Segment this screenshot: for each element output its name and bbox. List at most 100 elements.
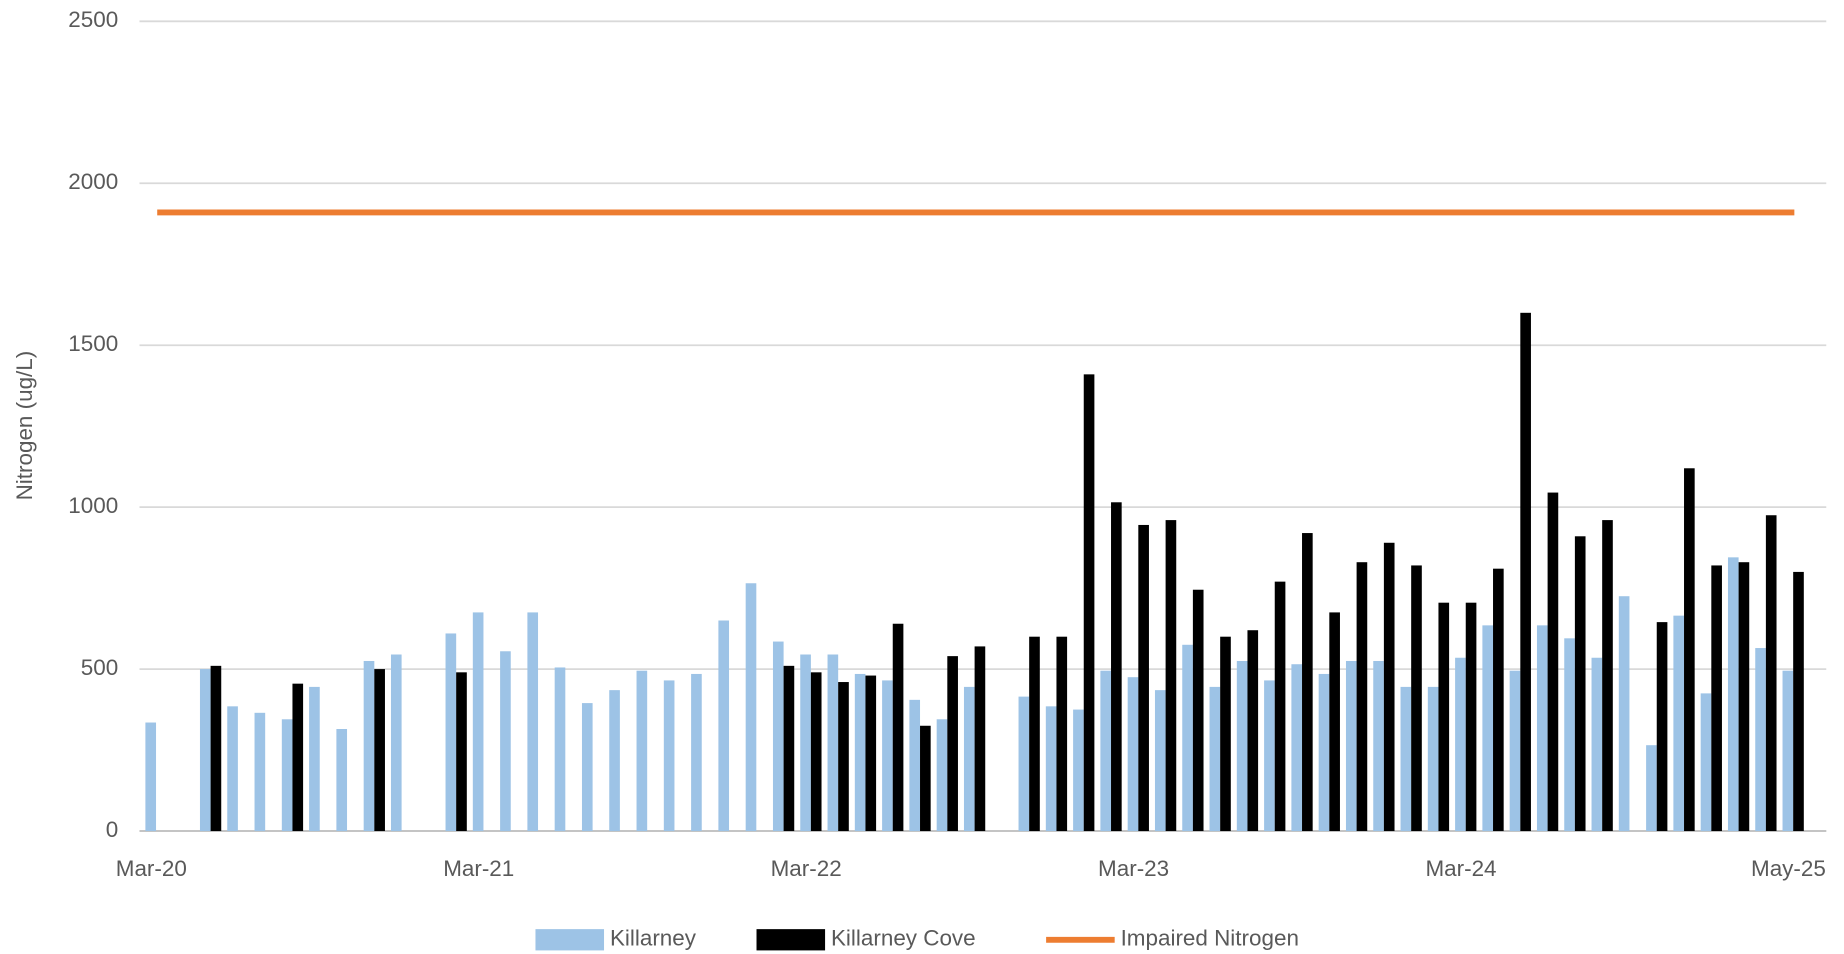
bar [772,641,784,832]
bar [1727,557,1739,832]
bar [1045,706,1057,832]
bar [309,686,320,832]
bar [1656,622,1668,832]
bar [1247,630,1259,832]
legend-swatch [535,929,605,951]
bar [1711,565,1722,832]
bar [1411,565,1422,832]
bar [865,675,877,832]
bar [783,665,795,832]
bar [920,725,931,832]
bar [827,654,839,832]
x-tick-label: Mar-20 [116,856,187,881]
bar [1564,638,1575,832]
bar [1291,664,1303,832]
bar [1029,636,1040,832]
bar [199,669,211,832]
legend-label: Impaired Nitrogen [1121,926,1299,951]
bar [1427,686,1439,832]
bar [810,672,822,832]
bar [1618,596,1630,832]
bar [1738,562,1750,832]
bar [882,680,893,832]
bar [1111,502,1122,832]
x-tick-label: Mar-21 [443,856,514,881]
bar [1438,602,1450,832]
bar [1345,660,1357,832]
bar [1493,568,1504,832]
y-tick-label: 1000 [68,493,118,518]
bar [1793,571,1804,832]
legend-swatch [756,929,826,951]
bar [1646,745,1657,832]
bar [1220,636,1231,832]
bar [1400,686,1412,832]
bar [1329,612,1340,832]
bar [1755,648,1766,832]
x-tick-label: Mar-24 [1425,856,1496,881]
legend-label: Killarney [610,926,697,951]
bar [1127,677,1139,832]
bar [1509,670,1521,832]
bar [1782,670,1794,832]
bar [1482,625,1494,832]
bar [1700,693,1712,832]
bar [1356,562,1368,832]
bar [609,690,620,832]
bar [1209,686,1221,832]
bar [1455,657,1466,832]
bar [1765,515,1777,832]
bar [1373,660,1384,832]
bar [581,703,593,832]
bar [554,667,566,832]
bar [445,633,457,832]
bar [892,623,904,832]
bar [1520,312,1531,832]
bar [1536,625,1548,832]
bar [936,719,948,832]
bar [854,673,866,832]
bar [1574,536,1586,832]
bar [1547,492,1559,832]
bar [1182,644,1193,832]
bar [1602,520,1613,832]
bar [1591,657,1603,832]
bar [1138,524,1149,832]
bar [1083,374,1095,832]
bar [292,683,304,832]
bar [663,680,675,832]
y-tick-label: 0 [106,817,118,842]
bar [1192,589,1204,832]
bar [374,669,385,832]
bar [1673,615,1685,832]
y-tick-label: 2000 [68,169,118,194]
bar [909,699,921,832]
bar [1073,709,1084,832]
bar [500,651,511,832]
bar [1056,636,1068,832]
bar [800,654,811,832]
bar [145,722,157,832]
bar [363,660,375,832]
bar [1018,696,1030,832]
bar [838,682,849,832]
bar [636,670,648,832]
bar [1383,542,1395,832]
bar [947,656,958,832]
x-tick-label: Mar-22 [771,856,842,881]
bar [336,729,348,832]
bar [1100,670,1112,832]
bar [718,620,730,832]
bar [227,706,238,832]
x-tick-label: Mar-23 [1098,856,1169,881]
bar [1465,602,1477,832]
bar [281,719,293,832]
bar [210,665,222,832]
bar [254,712,266,832]
bar [1318,673,1330,832]
bar [1154,690,1166,832]
y-axis-title: Nitrogen (ug/L) [12,351,37,501]
bar [745,583,757,832]
bar [390,654,402,832]
